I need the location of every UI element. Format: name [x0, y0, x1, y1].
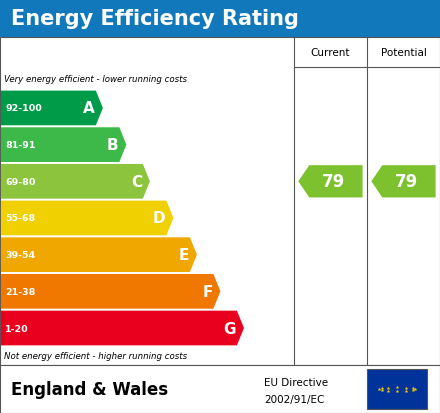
Text: 2002/91/EC: 2002/91/EC: [264, 394, 324, 404]
Text: 69-80: 69-80: [5, 177, 36, 186]
Text: Potential: Potential: [381, 48, 426, 58]
Text: B: B: [107, 138, 118, 153]
Text: 21-38: 21-38: [5, 287, 36, 296]
Text: 79: 79: [321, 173, 345, 191]
Polygon shape: [1, 201, 173, 236]
Text: F: F: [202, 284, 213, 299]
Polygon shape: [1, 238, 197, 272]
Text: 1-20: 1-20: [5, 324, 29, 333]
Bar: [367, 369, 427, 409]
Polygon shape: [1, 274, 220, 309]
Polygon shape: [1, 311, 244, 346]
Text: G: G: [224, 321, 236, 336]
Text: D: D: [153, 211, 165, 226]
Text: Not energy efficient - higher running costs: Not energy efficient - higher running co…: [4, 351, 187, 361]
Text: C: C: [131, 174, 142, 189]
Polygon shape: [1, 164, 150, 199]
Text: 92-100: 92-100: [5, 104, 42, 113]
Text: A: A: [83, 101, 95, 116]
Text: 81-91: 81-91: [5, 141, 36, 150]
Polygon shape: [371, 166, 436, 198]
Polygon shape: [298, 166, 363, 198]
Text: EU Directive: EU Directive: [264, 377, 328, 387]
Text: Very energy efficient - lower running costs: Very energy efficient - lower running co…: [4, 75, 187, 84]
Text: Current: Current: [311, 48, 350, 58]
Text: England & Wales: England & Wales: [11, 380, 168, 398]
Text: Energy Efficiency Rating: Energy Efficiency Rating: [11, 9, 299, 29]
Text: E: E: [179, 247, 189, 263]
Polygon shape: [1, 91, 103, 126]
Polygon shape: [1, 128, 126, 163]
Text: 55-68: 55-68: [5, 214, 36, 223]
Text: 39-54: 39-54: [5, 251, 35, 259]
Text: 79: 79: [394, 173, 418, 191]
